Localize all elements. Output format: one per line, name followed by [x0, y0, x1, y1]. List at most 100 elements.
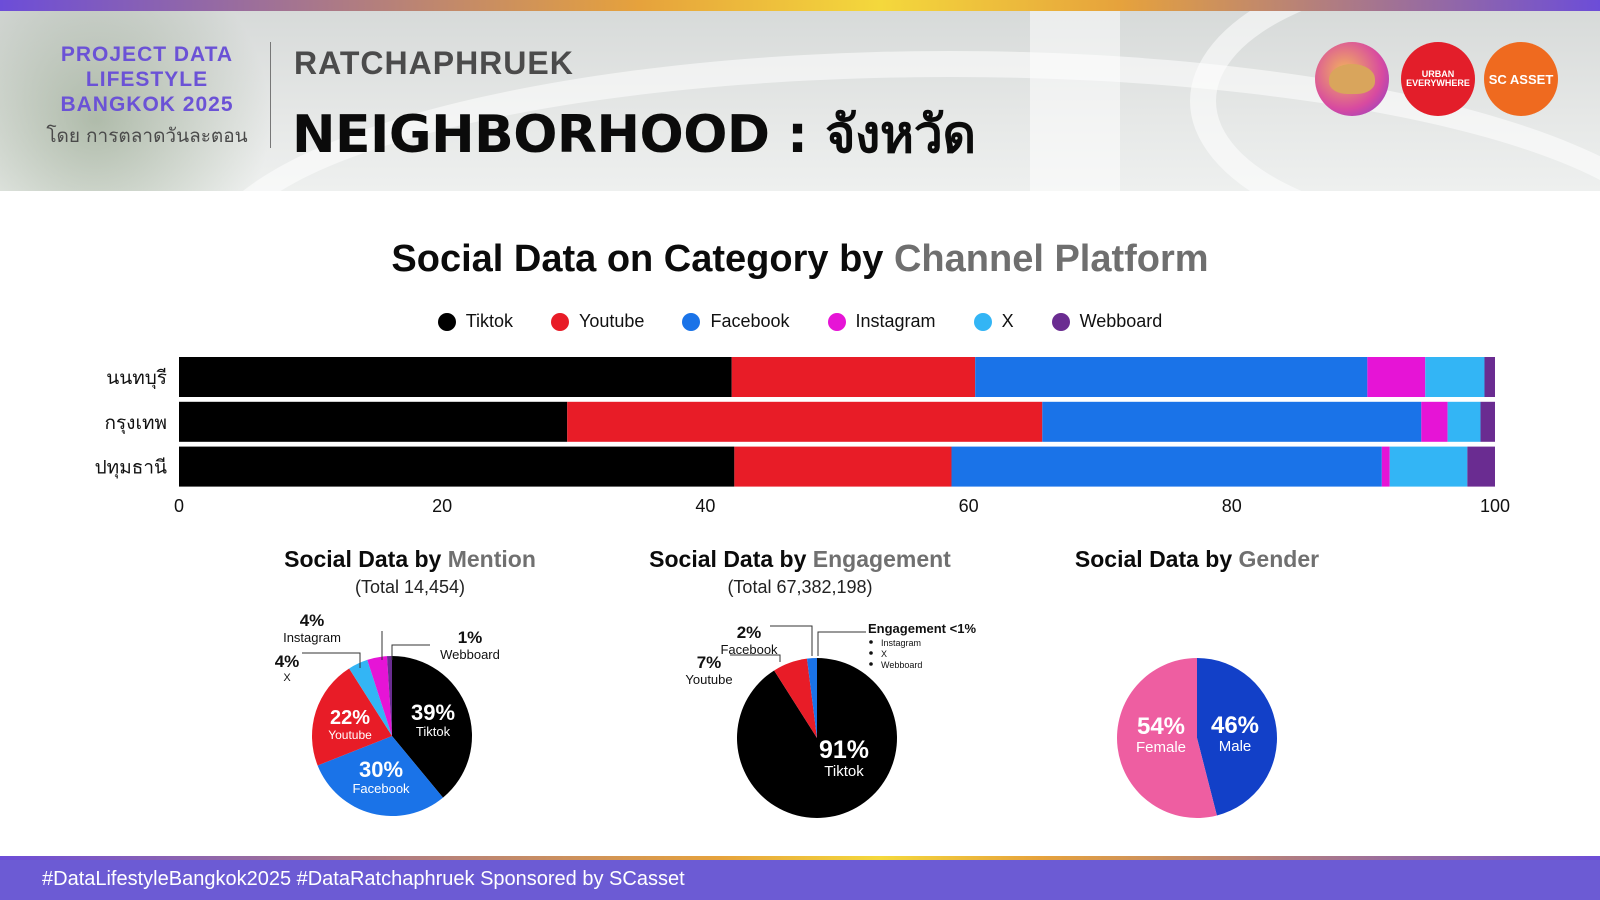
mention-title-lead: Social Data by [284, 546, 448, 572]
main-title-accent: Channel Platform [893, 238, 1209, 280]
legend-label-tiktok: Tiktok [465, 311, 514, 331]
gender-pie-header: Social Data by Gender [997, 546, 1397, 573]
gender-pie-title: Social Data by Gender [997, 546, 1397, 573]
bar-segment-webboard-0 [1484, 357, 1495, 397]
hat-icon [1329, 64, 1375, 94]
engagement-title-accent: Engagement [812, 546, 951, 572]
legend-label-facebook: Facebook [710, 311, 790, 331]
gender-male-name: Male [1219, 738, 1252, 755]
header-greenery [0, 11, 320, 191]
engagement-pie-header: Social Data by Engagement (Total 67,382,… [600, 546, 1000, 598]
legend-label-webboard: Webboard [1079, 311, 1163, 331]
footer-hashtags: #DataLifestyleBangkok2025 #DataRatchaphr… [42, 868, 685, 890]
gender-slice-male [1197, 658, 1278, 816]
avatar-logo [1315, 42, 1389, 116]
footer-bar [0, 860, 1600, 900]
mention-slice-instagram [367, 656, 392, 736]
legend-swatch-x [973, 312, 992, 331]
mention-instagram-pct: 4% [300, 611, 325, 630]
engagement-note-item-instagram: Instagram [881, 638, 921, 648]
mention-webboard-leader [391, 644, 430, 660]
legend-item-instagram: Instagram [827, 311, 936, 332]
mention-webboard-pct: 1% [458, 628, 483, 647]
footer-gradient-line [0, 856, 1600, 860]
mention-tiktok-name: Tiktok [416, 724, 451, 739]
mention-tiktok-pct: 39% [411, 700, 455, 725]
bar-segment-youtube-1 [567, 401, 1043, 442]
engagement-slice-youtube [774, 658, 817, 738]
bar-segment-tiktok-0 [179, 357, 732, 397]
legend-item-x: X [973, 311, 1014, 332]
bar-segment-youtube-2 [734, 446, 952, 487]
bar-segment-webboard-1 [1480, 401, 1495, 442]
category-label-2: ปทุมธานี [95, 457, 167, 480]
header-road-straight [1030, 11, 1120, 191]
bar-segment-x-2 [1389, 446, 1468, 487]
mention-x-leader [302, 652, 361, 668]
legend-label-instagram: Instagram [855, 311, 936, 331]
legend-item-youtube: Youtube [551, 311, 644, 332]
engagement-youtube-pct: 7% [697, 653, 722, 672]
bar-segment-webboard-2 [1467, 446, 1495, 487]
legend-swatch-facebook [682, 312, 701, 331]
brand-block: PROJECT DATA LIFESTYLE BANGKOK 2025 โดย … [38, 42, 256, 151]
mention-facebook-pct: 30% [359, 757, 403, 782]
bar-segment-tiktok-1 [179, 401, 568, 442]
mention-instagram-name: Instagram [283, 630, 341, 645]
gender-female-pct: 54% [1137, 713, 1185, 740]
engagement-pie-title: Social Data by Engagement [600, 546, 1000, 573]
engagement-slice-facebook [806, 658, 817, 738]
mention-slice-tiktok [392, 656, 472, 798]
chart-legend: Tiktok Youtube Facebook Instagram X Webboard [0, 311, 1600, 332]
mention-x-pct: 4% [275, 652, 300, 671]
mention-title-accent: Mention [447, 546, 536, 572]
gender-slice-female [1117, 658, 1217, 818]
x-tick-label-3: 60 [959, 496, 979, 515]
engagement-note-item-x: X [881, 649, 887, 659]
location-label: RATCHAPHRUEK [294, 45, 574, 81]
mention-pie-title: Social Data by Mention [210, 546, 610, 573]
mention-youtube-pct: 22% [330, 707, 370, 729]
category-label-0: นนทบุรี [106, 367, 167, 390]
engagement-tiktok-pct: 91% [819, 736, 869, 764]
brand-divider [270, 42, 271, 148]
x-tick-label-1: 20 [432, 496, 452, 515]
bar-segment-tiktok-2 [179, 446, 735, 487]
gender-title-accent: Gender [1238, 546, 1320, 572]
legend-item-facebook: Facebook [682, 311, 790, 332]
legend-item-webboard: Webboard [1051, 311, 1163, 332]
bar-segment-instagram-0 [1367, 357, 1426, 397]
urban-everywhere-logo: URBAN EVERYWHERE [1401, 42, 1475, 116]
x-tick-label-0: 0 [174, 496, 184, 515]
bar-segment-x-0 [1425, 357, 1485, 397]
engagement-note-bullet-instagram [869, 640, 873, 644]
legend-swatch-tiktok [437, 312, 456, 331]
pie-charts: 39%Tiktok30%Facebook22%Youtube4%X4%Insta… [275, 611, 1278, 818]
engagement-note-bullet-webboard [869, 662, 873, 666]
sc-asset-logo: SC ASSET [1484, 42, 1558, 116]
legend-swatch-webboard [1051, 312, 1070, 331]
legend-label-x: X [1001, 311, 1014, 331]
engagement-tiktok-name: Tiktok [824, 763, 864, 780]
mention-slice-facebook [317, 736, 443, 816]
x-tick-label-2: 40 [695, 496, 715, 515]
page-headline: NEIGHBORHOOD : จังหวัด [292, 105, 976, 165]
bar-segment-facebook-0 [975, 357, 1368, 397]
legend-label-youtube: Youtube [579, 311, 645, 331]
category-label-1: กรุงเทพ [104, 412, 167, 435]
engagement-youtube-name: Youtube [685, 672, 732, 687]
engagement-youtube-leader [730, 654, 781, 662]
mention-pie-header: Social Data by Mention (Total 14,454) [210, 546, 610, 598]
engagement-title-lead: Social Data by [649, 546, 813, 572]
engagement-total: (Total 67,382,198) [727, 577, 873, 597]
engagement-facebook-name: Facebook [720, 642, 778, 657]
brand-title: PROJECT DATA LIFESTYLE BANGKOK 2025 [60, 43, 234, 116]
bar-segment-facebook-2 [951, 446, 1382, 487]
mention-facebook-name: Facebook [352, 781, 410, 796]
engagement-facebook-leader [770, 625, 813, 656]
main-chart-title: Social Data on Category by Channel Platf… [0, 238, 1600, 281]
mention-webboard-name: Webboard [440, 647, 500, 662]
engagement-note-item-webboard: Webboard [881, 660, 922, 670]
bar-segment-instagram-1 [1421, 401, 1448, 442]
